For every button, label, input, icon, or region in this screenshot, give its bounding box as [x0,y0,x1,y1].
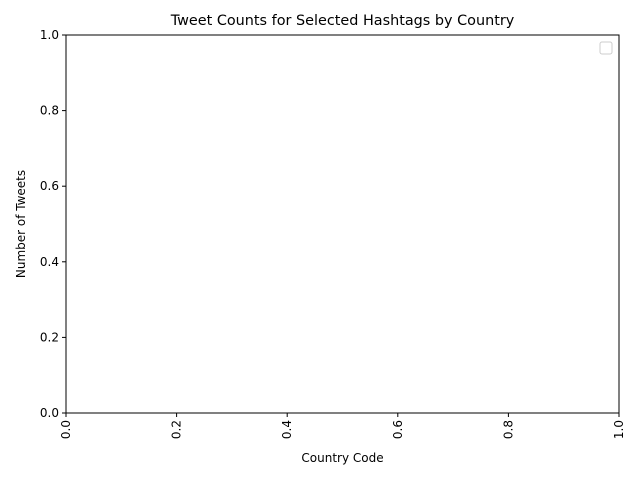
legend-box [599,41,613,55]
x-axis-label: Country Code [301,451,383,465]
x-tick-label: 0.0 [59,420,73,439]
chart-title: Tweet Counts for Selected Hashtags by Co… [170,13,515,29]
plot-frame [65,34,620,414]
y-axis-label: Number of Tweets [14,170,28,278]
x-tick-label: 0.2 [170,420,184,439]
x-tick-label: 1.0 [612,420,626,439]
y-tick-label: 0.4 [40,255,59,269]
x-axis-ticks: 0.0 0.2 0.4 0.6 0.8 1.0 [59,413,626,439]
x-tick-label: 0.8 [501,420,515,439]
x-tick-label: 0.6 [391,420,405,439]
plot-area [66,35,619,413]
y-tick-label: 1.0 [40,28,59,42]
y-tick-label: 0.8 [40,104,59,118]
y-axis-ticks: 0.0 0.2 0.4 0.6 0.8 1.0 [40,28,66,420]
y-tick-label: 0.0 [40,406,59,420]
x-tick-label: 0.4 [280,420,294,439]
y-tick-label: 0.6 [40,179,59,193]
y-tick-label: 0.2 [40,330,59,344]
